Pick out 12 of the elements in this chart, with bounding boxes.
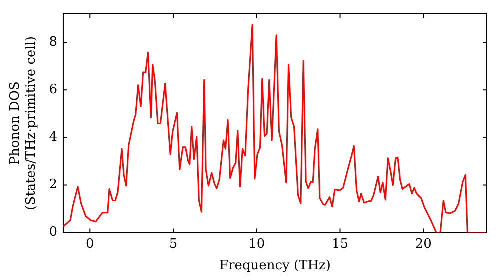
y-tick-label: 6 (49, 82, 58, 98)
x-axis-title: Frequency (THz) (220, 258, 331, 274)
y-tick-label: 8 (49, 34, 58, 50)
x-tick-label: 20 (415, 236, 432, 252)
x-tick-label: 15 (332, 236, 349, 252)
y-tick-label: 0 (49, 225, 58, 240)
x-tick-label: 10 (248, 236, 266, 252)
y-tick-label: 2 (49, 178, 58, 193)
y-axis-title: Phonon DOS (States/THz·primitive cell) (8, 36, 39, 210)
x-tick-label: 5 (169, 236, 178, 252)
y-tick-label: 4 (49, 130, 58, 146)
x-tick-label: 0 (86, 236, 94, 252)
